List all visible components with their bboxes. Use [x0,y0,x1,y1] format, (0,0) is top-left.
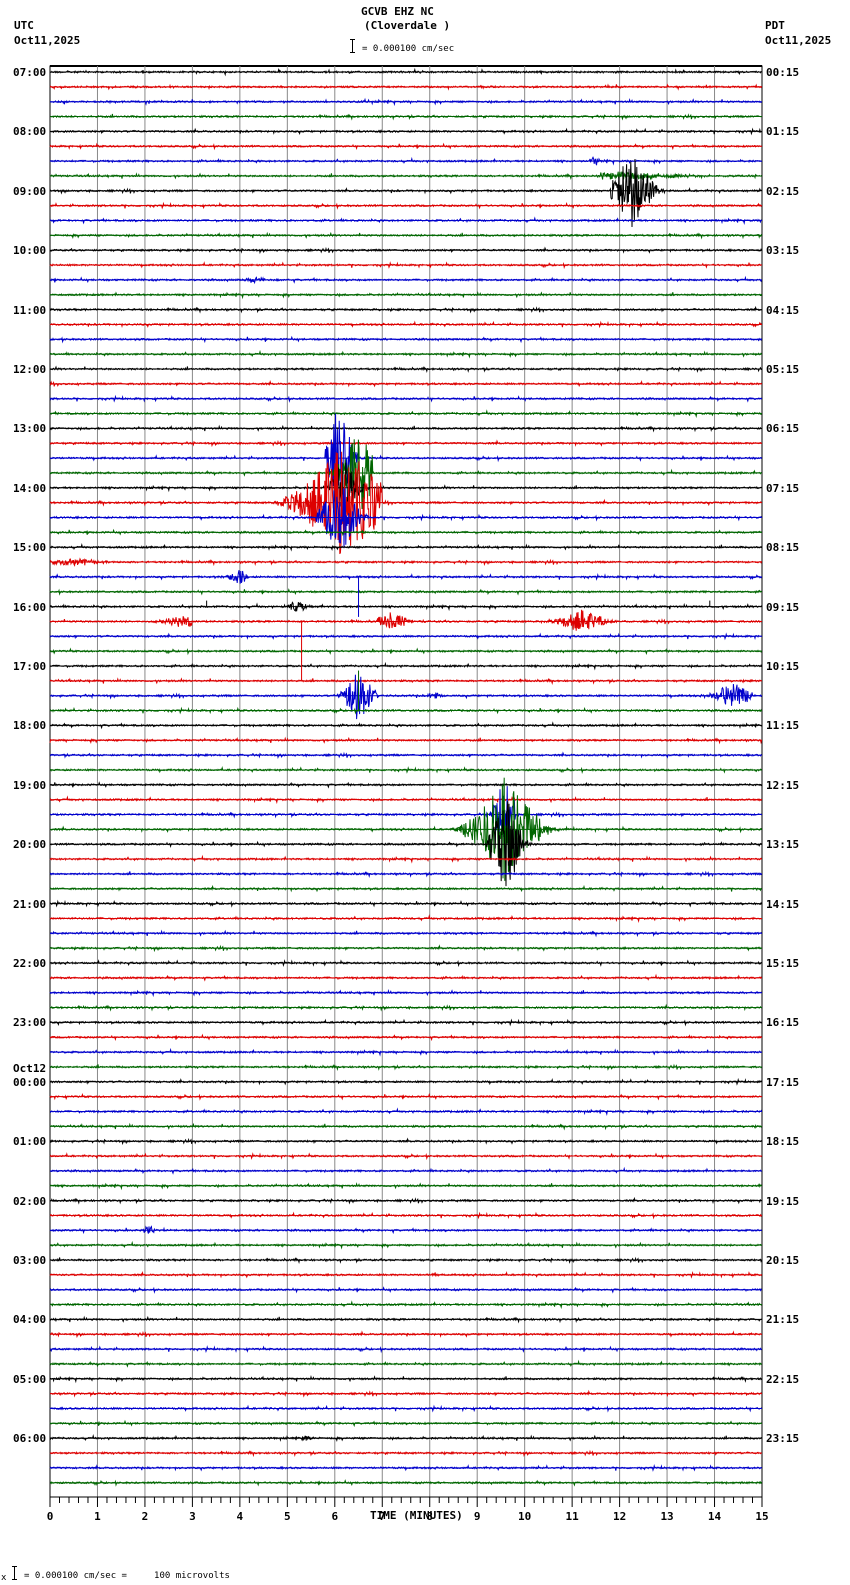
x-axis-label: TIME (MINUTES) [370,1509,463,1522]
svg-text:14: 14 [708,1510,722,1523]
svg-text:1: 1 [94,1510,101,1523]
pdt-time-label: 21:15 [766,1313,800,1327]
scale-bar-icon [350,39,358,53]
utc-time-label: 16:00 [13,600,47,614]
utc-time-label: 17:00 [13,660,47,673]
utc-time-label: 05:00 [13,1372,47,1386]
svg-text:0: 0 [47,1510,54,1523]
utc-time-label: 02:00 [13,1194,47,1208]
pdt-time-label: 15:15 [766,957,800,970]
svg-text:7: 7 [379,1510,386,1523]
utc-date-label: Oct12 [13,1061,47,1075]
utc-time-label: 13:00 [13,422,47,436]
svg-text:13: 13 [660,1510,673,1523]
utc-time-label: 18:00 [13,719,47,733]
utc-time-label: 20:00 [13,838,47,852]
header-right-tz: PDT [765,19,785,32]
pdt-time-label: 11:15 [766,719,800,733]
utc-time-label: 22:00 [13,957,47,970]
utc-time-label: 10:00 [13,244,47,258]
svg-text:5: 5 [284,1510,291,1523]
pdt-time-label: 20:15 [766,1254,800,1267]
pdt-time-label: 01:15 [766,125,800,139]
pdt-time-label: 09:15 [766,600,800,614]
pdt-time-label: 06:15 [766,422,800,436]
pdt-time-label: 22:15 [766,1372,800,1386]
pdt-time-label: 04:15 [766,303,800,317]
utc-time-label: 21:00 [13,897,47,911]
svg-text:9: 9 [474,1510,481,1523]
pdt-time-label: 08:15 [766,541,800,555]
utc-time-label: 07:00 [13,66,47,79]
svg-text:11: 11 [566,1510,580,1523]
utc-time-label: 01:00 [13,1135,47,1149]
pdt-time-label: 17:15 [766,1075,800,1089]
utc-time-label: 04:00 [13,1313,47,1327]
utc-time-label: 15:00 [13,541,47,555]
utc-time-label: 00:00 [13,1075,47,1089]
pdt-time-label: 05:15 [766,363,800,376]
station-location: (Cloverdale ) [364,19,451,32]
pdt-time-label: 00:15 [766,66,800,79]
pdt-time-label: 02:15 [766,184,800,198]
footer-prefix: x [1,1573,7,1583]
pdt-time-label: 12:15 [766,778,800,792]
footer-scale-text: = 0.000100 cm/sec = 100 microvolts [24,1571,230,1581]
pdt-time-label: 03:15 [766,244,800,258]
station-title: GCVB EHZ NC [361,5,434,18]
svg-text:12: 12 [613,1510,626,1523]
svg-text:3: 3 [189,1510,196,1523]
pdt-time-label: 10:15 [766,660,800,673]
utc-time-label: 23:00 [13,1016,47,1030]
utc-time-label: 08:00 [13,125,47,139]
pdt-time-label: 18:15 [766,1135,800,1149]
pdt-time-label: 16:15 [766,1016,800,1030]
svg-text:8: 8 [426,1510,433,1523]
utc-time-label: 09:00 [13,184,47,198]
svg-text:2: 2 [142,1510,149,1523]
svg-text:10: 10 [518,1510,531,1523]
utc-time-label: 19:00 [13,778,47,792]
pdt-time-label: 23:15 [766,1432,800,1446]
utc-time-label: 11:00 [13,303,47,317]
header-left-date: Oct11,2025 [14,34,81,47]
utc-time-label: 12:00 [13,363,47,376]
utc-time-label: 14:00 [13,481,47,495]
header-left-tz: UTC [14,19,34,32]
svg-text:4: 4 [237,1510,244,1523]
svg-text:15: 15 [755,1510,768,1523]
footer-scale-bar-icon [12,1566,20,1580]
utc-time-label: 03:00 [13,1254,47,1267]
pdt-time-label: 13:15 [766,838,800,852]
header-right-date: Oct11,2025 [765,34,832,47]
utc-time-label: 06:00 [13,1432,47,1446]
pdt-time-label: 14:15 [766,897,800,911]
pdt-time-label: 07:15 [766,481,800,495]
scale-text: = 0.000100 cm/sec [362,44,455,54]
pdt-time-label: 19:15 [766,1194,800,1208]
svg-text:6: 6 [331,1510,338,1523]
